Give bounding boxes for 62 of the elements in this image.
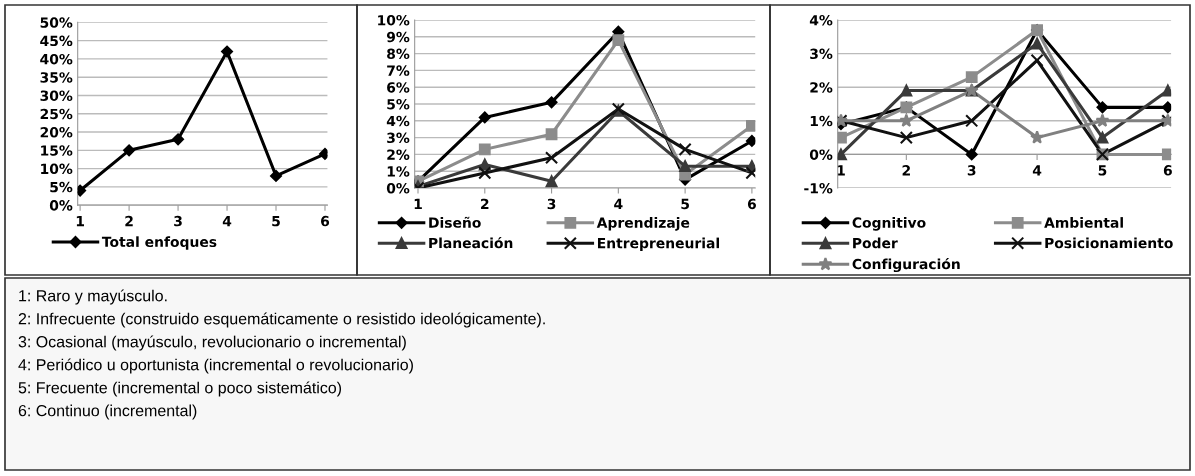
y-tick-label: 25% [40, 108, 73, 120]
y-tick-label: 4% [809, 14, 833, 26]
y-tick-label: 20% [40, 127, 73, 138]
y-tick-label: 30% [40, 90, 73, 101]
x-tick-label: 3 [174, 215, 182, 227]
x-tick-label: 3 [967, 165, 976, 176]
y-tick-label: 5% [50, 181, 73, 193]
legend-label: Posicionamiento [1045, 237, 1173, 249]
y-tick-label: 10% [41, 163, 73, 175]
x-tick-label: 1 [414, 198, 422, 209]
x-tick-label: 1 [76, 216, 84, 227]
y-tick-label: 7% [387, 65, 410, 76]
y-tick-label: 0% [386, 182, 410, 194]
legend-label: Ambiental [1044, 217, 1123, 228]
legend-label: Total enfoques [101, 236, 217, 250]
y-tick-label: 2% [387, 149, 410, 160]
y-tick-label: 0% [809, 149, 833, 160]
x-tick-label: 4 [614, 198, 623, 209]
y-tick-label: 5% [387, 98, 410, 110]
legend-label: Poder [853, 237, 898, 249]
x-tick-label: 5 [272, 216, 280, 227]
text: 1: Raro y mayúsculo. [19, 289, 167, 305]
x-tick-label: 3 [547, 198, 556, 210]
x-tick-label: 5 [681, 198, 689, 210]
text: 2: Infrecuente (construido esquemáticamente o resistido ideológicamente). [18, 312, 545, 328]
legend-label: Cognitivo [852, 217, 926, 231]
y-tick-label: 45% [40, 35, 73, 47]
y-tick-label: 6% [387, 82, 410, 93]
text: 3: Ocasional (mayúsculo, revolucionario o incremental) [18, 335, 406, 351]
y-tick-label: 0% [49, 200, 73, 211]
y-tick-label: 1% [387, 166, 410, 177]
x-tick-label: 6 [321, 215, 330, 227]
y-tick-label: 3% [810, 48, 833, 60]
y-tick-label: 10% [378, 14, 410, 26]
x-tick-label: 6 [1163, 165, 1172, 176]
y-tick-label: 3% [387, 132, 410, 144]
legend-label: Diseño [429, 216, 481, 228]
y-tick-label: 40% [40, 53, 73, 65]
text: 5: Frecuente (incremental o poco sistemático) [18, 381, 342, 397]
x-tick-label: 4 [222, 216, 232, 227]
x-tick-label: 2 [902, 165, 910, 176]
y-tick-label: 4% [386, 115, 410, 127]
text: 6: Continuo (incremental) [18, 404, 197, 420]
y-tick-label: 15% [41, 145, 73, 156]
y-tick-label: 2% [810, 82, 833, 93]
x-tick-label: 2 [125, 215, 133, 227]
y-tick-label: -1% [804, 182, 833, 194]
y-tick-label: 8% [387, 48, 410, 60]
y-tick-label: 50% [40, 17, 73, 28]
legend-label: Entrepreneurial [597, 237, 719, 252]
x-tick-label: 5 [1098, 165, 1107, 176]
x-tick-label: 1 [837, 165, 845, 176]
y-tick-label: 35% [40, 72, 73, 83]
legend-label: Planeación [429, 236, 513, 249]
y-tick-label: 9% [386, 31, 410, 43]
x-tick-label: 2 [481, 198, 489, 209]
text: 4: Periódico u oportunista (incremental o revolucionario) [18, 358, 413, 374]
legend-label: Configuración [852, 257, 960, 273]
y-tick-label: 1% [810, 115, 833, 127]
legend-label: Aprendizaje [596, 217, 690, 231]
x-tick-label: 4 [1032, 165, 1042, 176]
x-tick-label: 6 [747, 198, 756, 210]
